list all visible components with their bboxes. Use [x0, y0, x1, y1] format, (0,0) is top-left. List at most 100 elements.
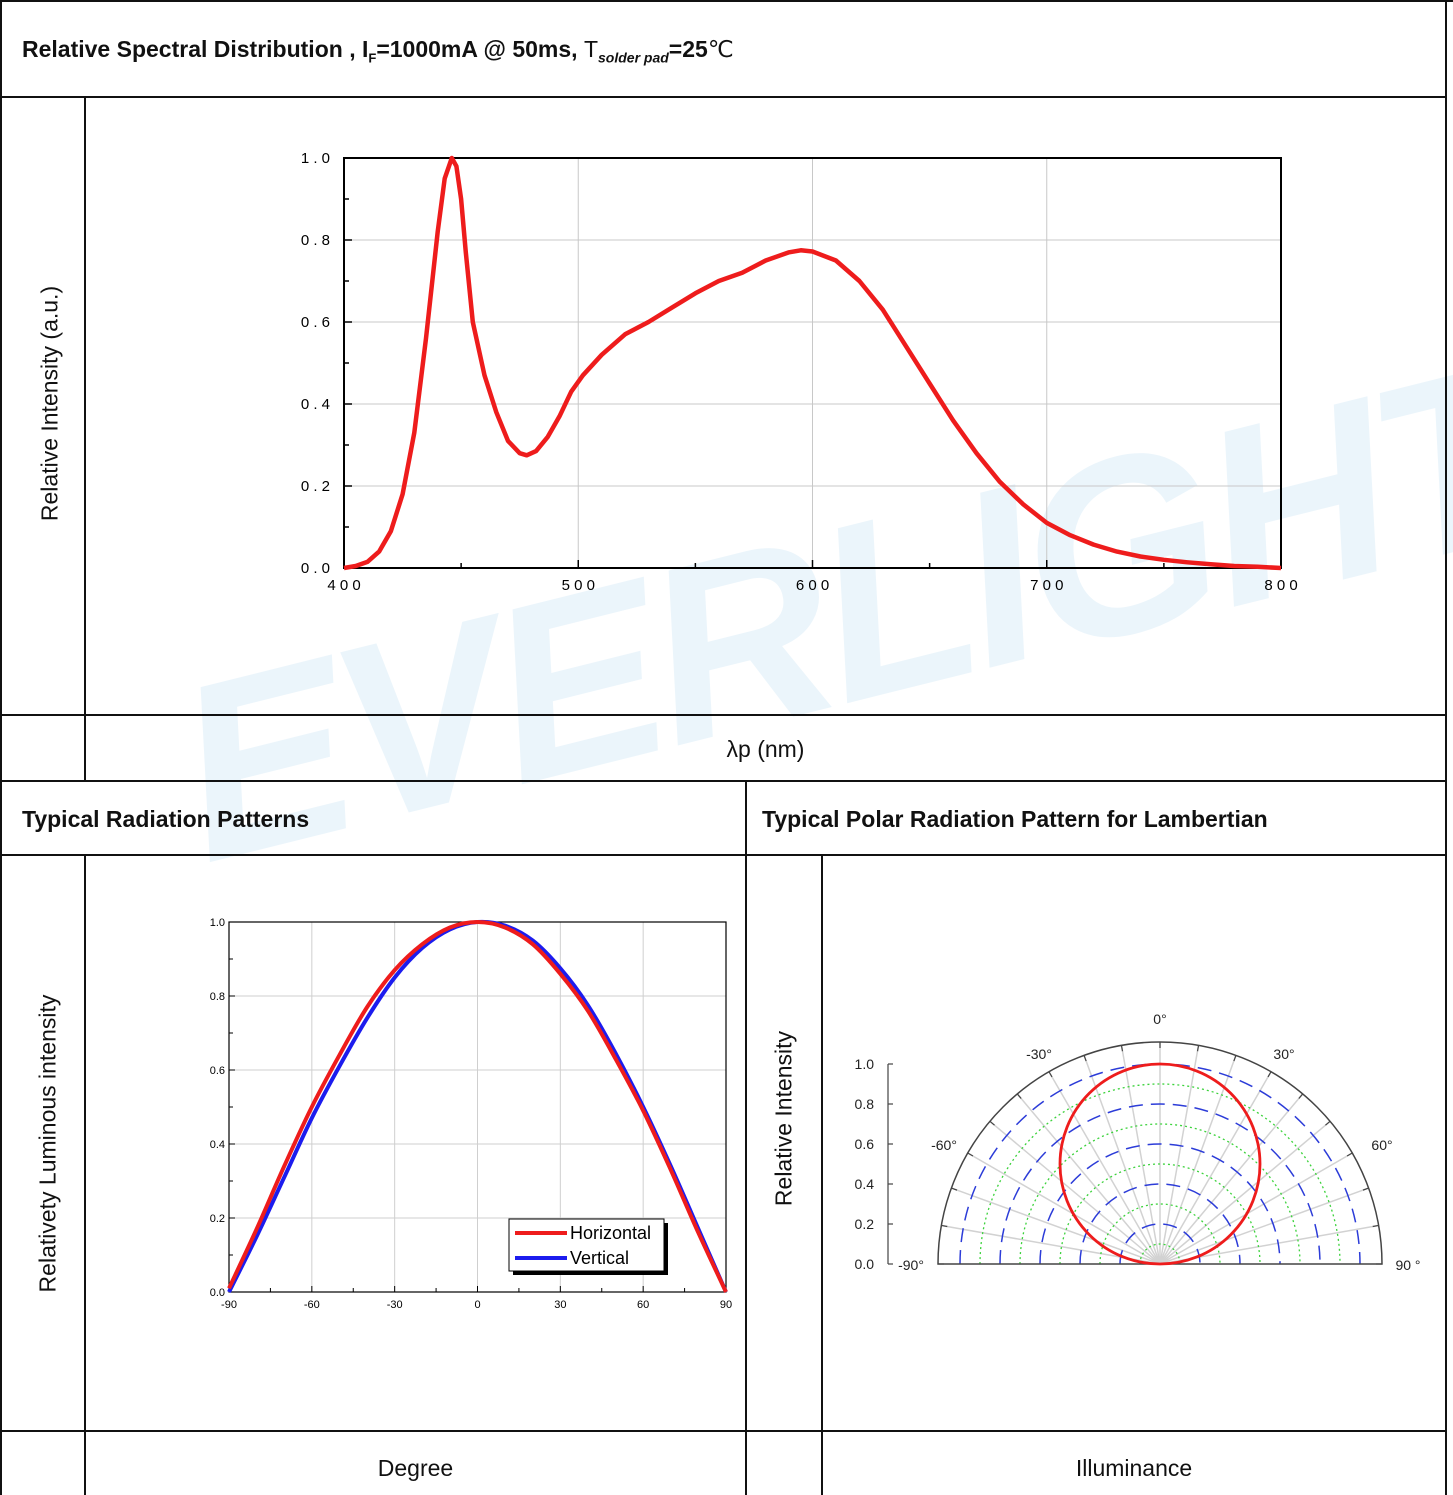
polar-angle-label: 30°	[1273, 1046, 1294, 1062]
polar-angle-tick	[1049, 1072, 1052, 1077]
polar-spoke	[990, 1121, 1160, 1264]
polar-y-axis-label: Relative Intensity	[771, 1019, 798, 1219]
x-tick-label: -60	[304, 1299, 320, 1311]
polar-minor-ring	[1020, 1124, 1300, 1264]
table-col-line	[84, 854, 86, 1495]
polar-angle-label: -30°	[1026, 1046, 1052, 1062]
polar-spoke	[1160, 1045, 1199, 1264]
plot-frame	[229, 922, 726, 1292]
polar-angle-tick	[1234, 1055, 1236, 1061]
y-tick-label: 1.0	[210, 917, 225, 929]
polar-major-ring	[1080, 1184, 1240, 1264]
table-border-right	[1445, 0, 1447, 1495]
polar-angle-tick	[1084, 1055, 1086, 1061]
polar-angle-label: -90°	[898, 1257, 924, 1273]
polar-major-ring	[1120, 1224, 1200, 1264]
y-tick-label: 0.8	[210, 991, 225, 1003]
polar-spoke	[941, 1226, 1160, 1265]
spectral-title: Relative Spectral Distribution , IF=1000…	[22, 36, 734, 66]
spectral-x-axis-label: λp (nm)	[86, 736, 1445, 763]
polar-angle-tick	[1347, 1153, 1352, 1156]
polar-spoke	[1122, 1045, 1161, 1264]
x-tick-label: 60	[637, 1299, 649, 1311]
polar-spoke	[1160, 1226, 1379, 1265]
polar-radial-tick-label: 1.0	[855, 1056, 875, 1072]
polar-spoke	[1160, 1121, 1330, 1264]
polar-radial-tick-label: 0.6	[855, 1136, 875, 1152]
radiation-x-axis-label: Degree	[86, 1455, 745, 1482]
radiation-title: Typical Radiation Patterns	[22, 806, 309, 833]
y-tick-label: 0 . 4	[301, 396, 330, 413]
polar-spoke	[1049, 1072, 1160, 1264]
polar-radial-tick-label: 0.4	[855, 1176, 875, 1192]
polar-angle-tick	[968, 1153, 973, 1156]
polar-radial-tick-label: 0.0	[855, 1256, 875, 1272]
polar-spoke	[1160, 1188, 1369, 1264]
legend-shadow	[513, 1223, 668, 1275]
y-tick-label: 0 . 2	[301, 478, 330, 495]
table-row-line	[0, 96, 1447, 98]
polar-angle-tick	[1363, 1188, 1369, 1190]
polar-spoke	[1017, 1094, 1160, 1264]
polar-angle-label: -60°	[931, 1137, 957, 1153]
polar-angle-tick	[951, 1188, 957, 1190]
polar-angle-tick	[1017, 1094, 1021, 1099]
polar-angle-tick	[1121, 1045, 1122, 1051]
table-row-line	[0, 854, 1447, 856]
polar-angle-label: 60°	[1371, 1137, 1392, 1153]
polar-angle-tick	[1198, 1045, 1199, 1051]
polar-outer-boundary	[938, 1042, 1382, 1264]
table-row-line	[0, 714, 1447, 716]
polar-angle-tick	[990, 1121, 995, 1125]
polar-major-ring	[960, 1064, 1360, 1264]
table-col-line	[84, 96, 86, 782]
spectral-y-axis-label: Relative Intensity (a.u.)	[37, 274, 64, 534]
polar-radial-tick-label: 0.8	[855, 1096, 875, 1112]
table-row-line	[0, 780, 1447, 782]
polar-spoke	[1160, 1153, 1352, 1264]
table-border-left	[0, 0, 2, 1495]
table-col-line	[821, 854, 823, 1495]
x-tick-label: 30	[554, 1299, 566, 1311]
x-tick-label: -90	[221, 1299, 237, 1311]
polar-radial-tick-label: 0.2	[855, 1216, 875, 1232]
y-tick-label: 0.2	[210, 1213, 225, 1225]
polar-spoke	[1160, 1072, 1271, 1264]
polar-angle-tick	[1325, 1121, 1330, 1125]
polar-minor-ring	[1100, 1204, 1220, 1264]
polar-minor-ring	[1060, 1164, 1260, 1264]
x-tick-label: 0	[474, 1299, 480, 1311]
polar-major-ring	[1040, 1144, 1280, 1264]
polar-x-axis-label: Illuminance	[823, 1455, 1445, 1482]
polar-angle-label: 90 °	[1395, 1257, 1420, 1273]
legend-label: Vertical	[570, 1248, 629, 1268]
legend-box	[509, 1219, 664, 1271]
table-row-line	[0, 1430, 1447, 1432]
radiation-y-axis-label: Relativety Luminous intensity	[35, 964, 62, 1324]
polar-spoke	[1084, 1055, 1160, 1264]
series-line-horizontal	[229, 922, 726, 1292]
polar-minor-ring	[980, 1084, 1340, 1264]
y-tick-label: 0 . 0	[301, 560, 330, 577]
polar-angle-label: 0°	[1153, 1011, 1166, 1027]
polar-spoke	[1160, 1094, 1303, 1264]
y-tick-label: 0.6	[210, 1065, 225, 1077]
table-border-top	[0, 0, 1453, 2]
polar-spoke	[951, 1188, 1160, 1264]
polar-major-ring	[1000, 1104, 1320, 1264]
legend-label: Horizontal	[570, 1223, 651, 1243]
polar-title: Typical Polar Radiation Pattern for Lamb…	[762, 806, 1268, 833]
polar-angle-tick	[1299, 1094, 1303, 1099]
series-line-vertical	[229, 922, 726, 1292]
x-tick-label: 90	[720, 1299, 732, 1311]
table-col-line	[745, 780, 747, 1495]
y-tick-label: 0.4	[210, 1139, 225, 1151]
y-tick-label: 1 . 0	[301, 150, 330, 167]
y-tick-label: 0 . 6	[301, 314, 330, 331]
x-tick-label: -30	[387, 1299, 403, 1311]
polar-angle-tick	[1268, 1072, 1271, 1077]
polar-minor-ring	[1140, 1244, 1180, 1264]
y-tick-label: 0.0	[210, 1287, 225, 1299]
y-tick-label: 0 . 8	[301, 232, 330, 249]
polar-spoke	[968, 1153, 1160, 1264]
